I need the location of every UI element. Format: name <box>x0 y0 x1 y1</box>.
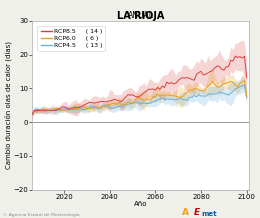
Text: E: E <box>194 208 200 217</box>
Legend: RCP8.5     ( 14 ), RCP6.0     ( 6 ), RCP4.5     ( 13 ): RCP8.5 ( 14 ), RCP6.0 ( 6 ), RCP4.5 ( 13… <box>37 26 105 51</box>
X-axis label: Año: Año <box>134 201 147 207</box>
Y-axis label: Cambio duración olas de calor (días): Cambio duración olas de calor (días) <box>4 41 12 169</box>
Text: met: met <box>202 211 217 217</box>
Text: © Agencia Estatal de Meteorología: © Agencia Estatal de Meteorología <box>3 213 79 217</box>
Title: LA RIOJA: LA RIOJA <box>117 11 164 21</box>
Text: ANUAL: ANUAL <box>128 11 154 20</box>
Text: A: A <box>182 208 189 217</box>
